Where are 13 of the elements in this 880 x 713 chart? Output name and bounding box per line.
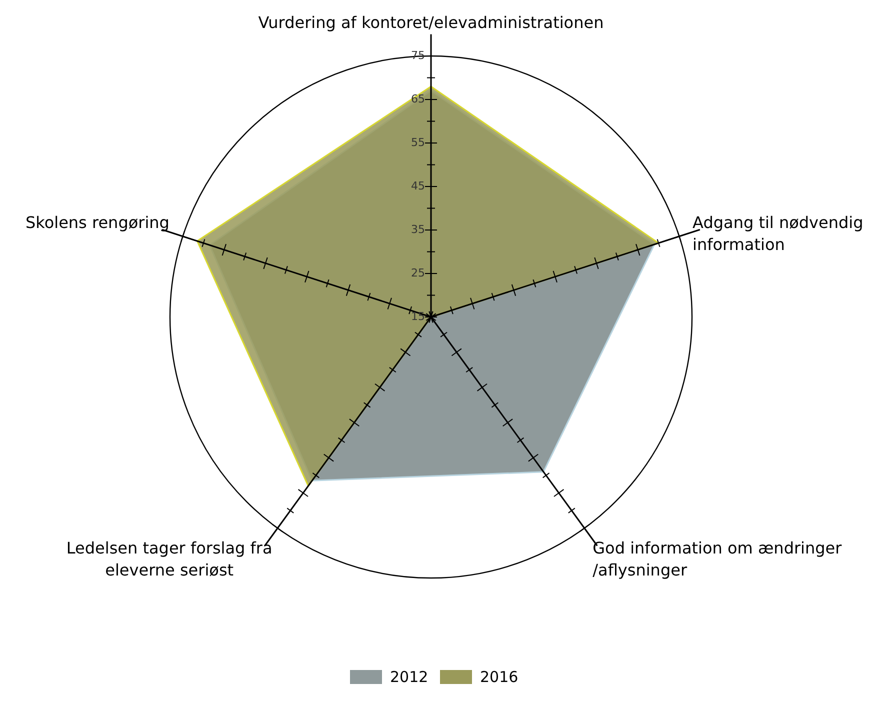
spoke-label: Vurdering af kontoret/elevadministrationen <box>258 13 604 32</box>
y-tick-label: 55 <box>411 136 425 150</box>
spoke-label: Adgang til nødvendig information <box>692 213 864 254</box>
spoke-label: Skolens rengøring <box>25 213 170 232</box>
y-tick-label: 35 <box>411 223 425 236</box>
spoke-label: Ledelsen tager forslag fra eleverne seriøst <box>66 538 272 580</box>
y-tick-label: 65 <box>411 92 425 106</box>
legend-label: 2012 <box>390 668 428 686</box>
y-tick-label: 45 <box>411 180 425 193</box>
spoke-label: God information om ændringer /aflysninger <box>592 538 842 580</box>
y-tick-label: 25 <box>411 266 425 280</box>
y-tick-label: 15 <box>411 310 425 324</box>
legend-label: 2016 <box>480 668 518 686</box>
